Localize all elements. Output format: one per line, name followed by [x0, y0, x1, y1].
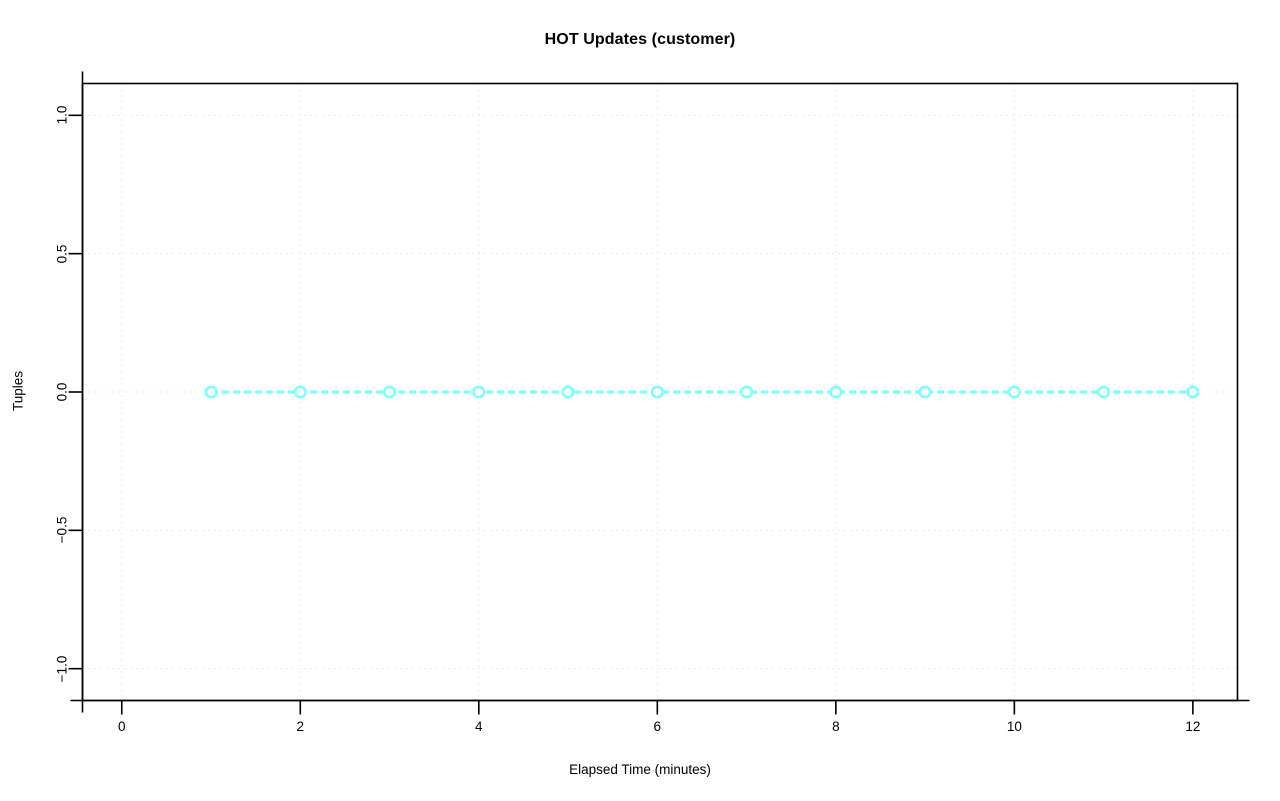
x-tick-label: 6	[653, 719, 662, 734]
data-point-marker	[561, 385, 575, 399]
data-series-markers	[204, 385, 1200, 399]
y-axis-ticks	[68, 71, 84, 713]
data-point-marker	[1186, 385, 1200, 399]
x-tick-label: 0	[118, 719, 126, 734]
x-axis-title: Elapsed Time (minutes)	[569, 762, 711, 777]
y-tick-label-text: −1.0	[54, 655, 70, 682]
data-point-marker	[829, 385, 843, 399]
y-axis-title-text: Tuples	[10, 370, 26, 412]
data-point-marker	[472, 385, 486, 399]
data-point-marker	[650, 385, 664, 399]
x-tick-label: 2	[296, 719, 305, 734]
x-tick-label: 12	[1185, 719, 1201, 734]
x-axis-ticks	[70, 699, 1250, 715]
data-point-marker	[293, 385, 307, 399]
x-tick-label: 8	[832, 719, 840, 734]
x-tick-label: 4	[475, 719, 483, 734]
y-tick-label-text: 1.0	[54, 105, 70, 125]
data-point-marker	[918, 385, 932, 399]
data-point-marker	[1007, 385, 1021, 399]
y-tick-label-text: −0.5	[54, 517, 70, 544]
x-tick-label: 10	[1006, 719, 1022, 734]
chart-title: HOT Updates (customer)	[544, 31, 736, 48]
y-tick-label-text: 0.5	[54, 244, 70, 264]
data-point-marker	[1097, 385, 1111, 399]
data-point-marker	[204, 385, 218, 399]
y-tick-label-text: 0.0	[54, 382, 70, 402]
grid-lines	[82, 83, 1238, 701]
data-point-marker	[383, 385, 397, 399]
data-point-marker	[740, 385, 754, 399]
